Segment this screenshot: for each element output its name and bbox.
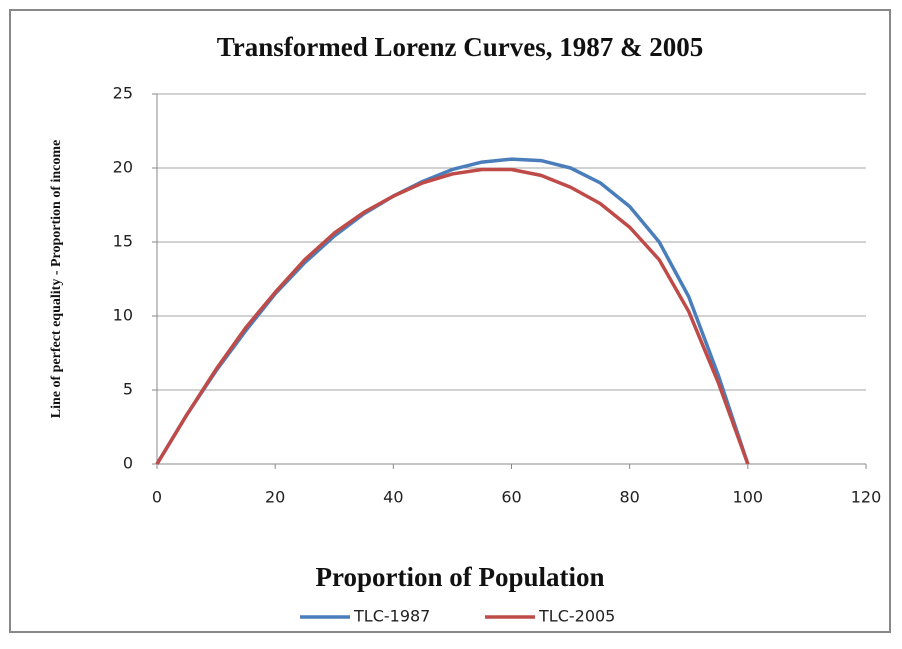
- x-tick-label: 80: [619, 488, 639, 507]
- chart-frame: [9, 9, 891, 633]
- chart-title: Transformed Lorenz Curves, 1987 & 2005: [217, 32, 703, 62]
- x-tick-label: 60: [501, 488, 521, 507]
- y-tick-label: 20: [113, 158, 133, 177]
- y-tick-label: 0: [123, 454, 133, 473]
- y-tick-label: 15: [113, 232, 133, 251]
- y-tick-label: 10: [113, 306, 133, 325]
- y-tick-label: 25: [113, 84, 133, 103]
- x-tick-label: 40: [383, 488, 403, 507]
- y-axis-label: Line of perfect equality - Proportion of…: [49, 140, 64, 419]
- legend-label: TLC-1987: [353, 607, 430, 626]
- x-axis-label: Proportion of Population: [315, 562, 604, 592]
- line-series: [155, 167, 750, 465]
- y-tick-label: 5: [123, 380, 133, 399]
- x-tick-label: 0: [152, 488, 162, 507]
- legend-label: TLC-2005: [538, 607, 615, 626]
- x-tick-label: 120: [851, 488, 882, 507]
- x-tick-label: 100: [733, 488, 764, 507]
- x-tick-label: 20: [265, 488, 285, 507]
